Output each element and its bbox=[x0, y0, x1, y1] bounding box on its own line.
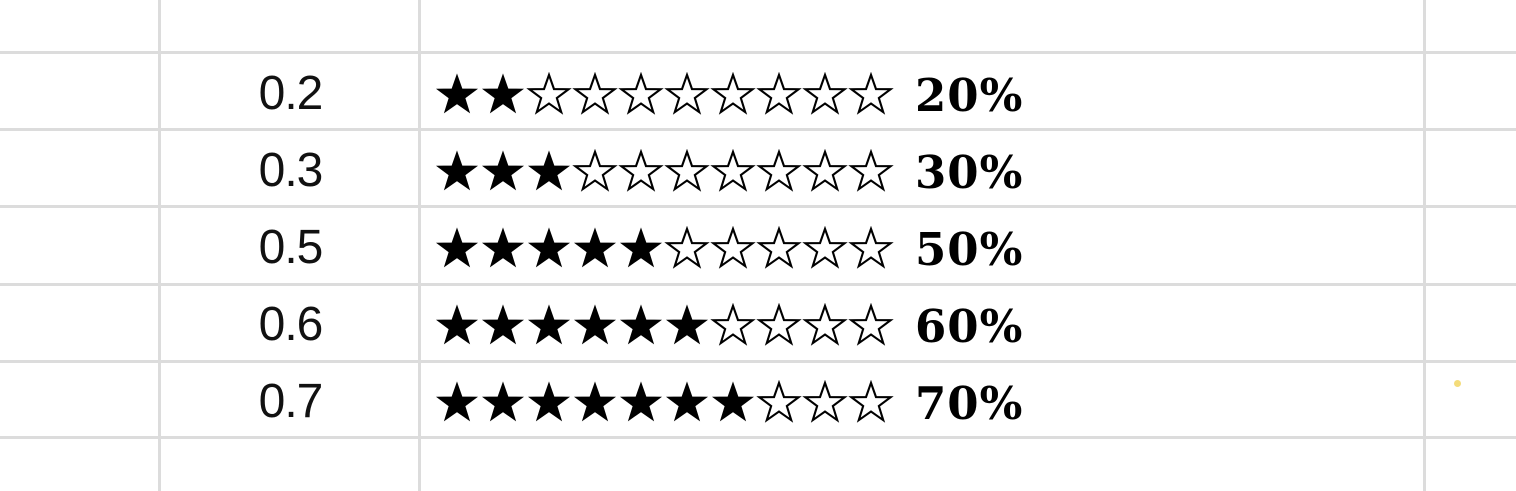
grid-line bbox=[0, 205, 1516, 208]
rating-percent: 20% bbox=[915, 68, 1024, 122]
table-row: 0.6 60% bbox=[0, 288, 1516, 362]
star-outline-icon bbox=[756, 226, 802, 269]
star-filled-icon bbox=[527, 150, 571, 191]
table-row: 0.5 50% bbox=[0, 211, 1516, 285]
star-outline-icon bbox=[618, 72, 664, 115]
grid-line bbox=[0, 128, 1516, 131]
table-row: 0.2 20% bbox=[0, 57, 1516, 131]
star-outline-icon bbox=[848, 303, 894, 346]
rating-cell[interactable]: 20% bbox=[434, 57, 1023, 131]
star-outline-icon bbox=[756, 380, 802, 423]
table-row: 0.3 30% bbox=[0, 134, 1516, 208]
value-cell[interactable]: 0.6 bbox=[258, 298, 324, 351]
star-rating bbox=[434, 226, 894, 270]
value-cell[interactable]: 0.5 bbox=[258, 221, 324, 274]
star-outline-icon bbox=[664, 72, 710, 115]
star-outline-icon bbox=[664, 226, 710, 269]
star-rating bbox=[434, 380, 894, 424]
value-cell[interactable]: 0.7 bbox=[258, 375, 324, 428]
rating-percent: 30% bbox=[915, 145, 1024, 199]
star-filled-icon bbox=[665, 304, 709, 345]
grid-line bbox=[0, 283, 1516, 286]
star-outline-icon bbox=[802, 72, 848, 115]
star-outline-icon bbox=[572, 149, 618, 192]
star-outline-icon bbox=[848, 149, 894, 192]
value-cell[interactable]: 0.2 bbox=[258, 67, 324, 120]
star-outline-icon bbox=[618, 149, 664, 192]
star-filled-icon bbox=[435, 304, 479, 345]
star-outline-icon bbox=[710, 226, 756, 269]
grid-line bbox=[1423, 0, 1426, 491]
star-outline-icon bbox=[756, 149, 802, 192]
star-outline-icon bbox=[710, 149, 756, 192]
star-filled-icon bbox=[481, 73, 525, 114]
star-filled-icon bbox=[573, 227, 617, 268]
rating-cell[interactable]: 70% bbox=[434, 365, 1023, 439]
star-filled-icon bbox=[527, 227, 571, 268]
grid-line bbox=[418, 0, 421, 491]
star-outline-icon bbox=[802, 303, 848, 346]
rating-percent: 50% bbox=[915, 222, 1024, 276]
star-outline-icon bbox=[848, 72, 894, 115]
table-row: 0.7 70% bbox=[0, 365, 1516, 439]
star-filled-icon bbox=[619, 381, 663, 422]
star-outline-icon bbox=[526, 72, 572, 115]
star-outline-icon bbox=[802, 380, 848, 423]
rating-cell[interactable]: 30% bbox=[434, 134, 1023, 208]
star-filled-icon bbox=[573, 381, 617, 422]
star-outline-icon bbox=[664, 149, 710, 192]
star-outline-icon bbox=[848, 380, 894, 423]
star-filled-icon bbox=[481, 381, 525, 422]
rating-percent: 70% bbox=[915, 376, 1024, 430]
star-filled-icon bbox=[619, 304, 663, 345]
star-filled-icon bbox=[481, 304, 525, 345]
star-rating bbox=[434, 303, 894, 347]
star-outline-icon bbox=[756, 72, 802, 115]
star-outline-icon bbox=[572, 72, 618, 115]
grid-line bbox=[158, 0, 161, 491]
star-filled-icon bbox=[481, 227, 525, 268]
star-filled-icon bbox=[619, 227, 663, 268]
value-cell[interactable]: 0.3 bbox=[258, 144, 324, 197]
star-filled-icon bbox=[665, 381, 709, 422]
star-rating bbox=[434, 72, 894, 116]
star-outline-icon bbox=[710, 72, 756, 115]
star-filled-icon bbox=[435, 227, 479, 268]
star-filled-icon bbox=[711, 381, 755, 422]
star-outline-icon bbox=[848, 226, 894, 269]
grid-line bbox=[0, 436, 1516, 439]
grid-line bbox=[0, 51, 1516, 54]
star-filled-icon bbox=[527, 304, 571, 345]
rating-cell[interactable]: 50% bbox=[434, 211, 1023, 285]
rating-cell[interactable]: 60% bbox=[434, 288, 1023, 362]
rating-percent: 60% bbox=[915, 299, 1024, 353]
grid-line bbox=[0, 360, 1516, 363]
star-filled-icon bbox=[573, 304, 617, 345]
star-outline-icon bbox=[710, 303, 756, 346]
star-outline-icon bbox=[756, 303, 802, 346]
star-filled-icon bbox=[435, 150, 479, 191]
star-outline-icon bbox=[802, 149, 848, 192]
star-filled-icon bbox=[527, 381, 571, 422]
star-filled-icon bbox=[481, 150, 525, 191]
star-filled-icon bbox=[435, 381, 479, 422]
star-rating bbox=[434, 149, 894, 193]
cursor-dot bbox=[1454, 380, 1461, 387]
star-filled-icon bbox=[435, 73, 479, 114]
star-outline-icon bbox=[802, 226, 848, 269]
